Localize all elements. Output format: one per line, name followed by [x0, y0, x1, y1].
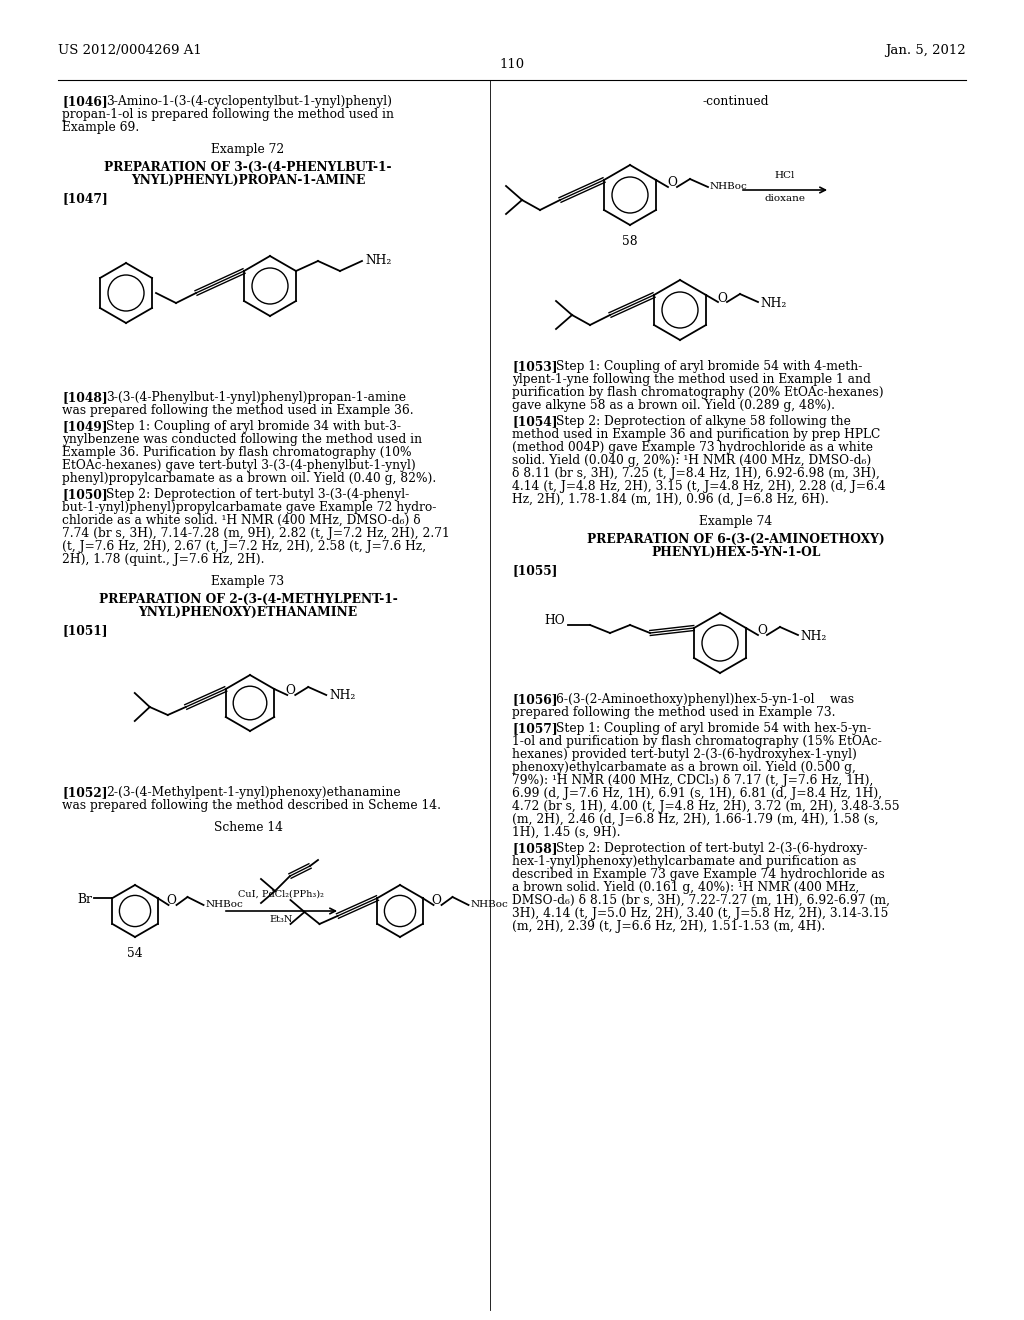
Text: EtOAc-hexanes) gave tert-butyl 3-(3-(4-phenylbut-1-ynyl): EtOAc-hexanes) gave tert-butyl 3-(3-(4-p… [62, 459, 416, 473]
Text: dioxane: dioxane [765, 194, 806, 203]
Text: 1-ol and purification by flash chromatography (15% EtOAc-: 1-ol and purification by flash chromatog… [512, 735, 882, 748]
Text: 4.72 (br s, 1H), 4.00 (t, J=4.8 Hz, 2H), 3.72 (m, 2H), 3.48-3.55: 4.72 (br s, 1H), 4.00 (t, J=4.8 Hz, 2H),… [512, 800, 900, 813]
Text: 54: 54 [127, 946, 142, 960]
Text: 1H), 1.45 (s, 9H).: 1H), 1.45 (s, 9H). [512, 826, 621, 840]
Text: δ 8.11 (br s, 3H), 7.25 (t, J=8.4 Hz, 1H), 6.92-6.98 (m, 3H),: δ 8.11 (br s, 3H), 7.25 (t, J=8.4 Hz, 1H… [512, 467, 880, 480]
Text: propan-1-ol is prepared following the method used in: propan-1-ol is prepared following the me… [62, 108, 394, 121]
Text: a brown solid. Yield (0.161 g, 40%): ¹H NMR (400 MHz,: a brown solid. Yield (0.161 g, 40%): ¹H … [512, 880, 859, 894]
Text: 110: 110 [500, 58, 524, 71]
Text: CuI, PdCl₂(PPh₃)₂: CuI, PdCl₂(PPh₃)₂ [238, 890, 324, 899]
Text: Jan. 5, 2012: Jan. 5, 2012 [886, 44, 966, 57]
Text: Step 2: Deprotection of tert-butyl 3-(3-(4-phenyl-: Step 2: Deprotection of tert-butyl 3-(3-… [106, 488, 410, 502]
Text: prepared following the method used in Example 73.: prepared following the method used in Ex… [512, 706, 836, 719]
Text: O: O [757, 624, 767, 638]
Text: hexanes) provided tert-butyl 2-(3-(6-hydroxyhex-1-ynyl): hexanes) provided tert-butyl 2-(3-(6-hyd… [512, 748, 857, 762]
Text: DMSO-d₆) δ 8.15 (br s, 3H), 7.22-7.27 (m, 1H), 6.92-6.97 (m,: DMSO-d₆) δ 8.15 (br s, 3H), 7.22-7.27 (m… [512, 894, 890, 907]
Text: ylpent-1-yne following the method used in Example 1 and: ylpent-1-yne following the method used i… [512, 374, 870, 385]
Text: [1058]: [1058] [512, 842, 557, 855]
Text: -continued: -continued [702, 95, 769, 108]
Text: (method 004P) gave Example 73 hydrochloride as a white: (method 004P) gave Example 73 hydrochlor… [512, 441, 873, 454]
Text: NHBoc: NHBoc [470, 900, 508, 909]
Text: 7.74 (br s, 3H), 7.14-7.28 (m, 9H), 2.82 (t, J=7.2 Hz, 2H), 2.71: 7.74 (br s, 3H), 7.14-7.28 (m, 9H), 2.82… [62, 527, 450, 540]
Text: PREPARATION OF 3-(3-(4-PHENYLBUT-1-: PREPARATION OF 3-(3-(4-PHENYLBUT-1- [104, 161, 392, 174]
Text: phenyl)propylcarbamate as a brown oil. Yield (0.40 g, 82%).: phenyl)propylcarbamate as a brown oil. Y… [62, 473, 436, 484]
Text: Example 73: Example 73 [211, 576, 285, 587]
Text: Step 2: Deprotection of tert-butyl 2-(3-(6-hydroxy-: Step 2: Deprotection of tert-butyl 2-(3-… [556, 842, 867, 855]
Text: NH₂: NH₂ [365, 253, 391, 267]
Text: O: O [667, 177, 677, 190]
Text: hex-1-ynyl)phenoxy)ethylcarbamate and purification as: hex-1-ynyl)phenoxy)ethylcarbamate and pu… [512, 855, 856, 869]
Text: Scheme 14: Scheme 14 [213, 821, 283, 834]
Text: [1047]: [1047] [62, 191, 108, 205]
Text: solid. Yield (0.040 g, 20%): ¹H NMR (400 MHz, DMSO-d₆): solid. Yield (0.040 g, 20%): ¹H NMR (400… [512, 454, 871, 467]
Text: [1054]: [1054] [512, 414, 557, 428]
Text: YNYL)PHENOXY)ETHANAMINE: YNYL)PHENOXY)ETHANAMINE [138, 606, 357, 619]
Text: [1056]: [1056] [512, 693, 557, 706]
Text: was prepared following the method used in Example 36.: was prepared following the method used i… [62, 404, 414, 417]
Text: Step 1: Coupling of aryl bromide 54 with 4-meth-: Step 1: Coupling of aryl bromide 54 with… [556, 360, 862, 374]
Text: US 2012/0004269 A1: US 2012/0004269 A1 [58, 44, 202, 57]
Text: [1046]: [1046] [62, 95, 108, 108]
Text: 3-Amino-1-(3-(4-cyclopentylbut-1-ynyl)phenyl): 3-Amino-1-(3-(4-cyclopentylbut-1-ynyl)ph… [106, 95, 392, 108]
Text: NHBoc: NHBoc [710, 182, 748, 191]
Text: Et₃N: Et₃N [269, 915, 293, 924]
Text: Br: Br [78, 894, 92, 906]
Text: phenoxy)ethylcarbamate as a brown oil. Yield (0.500 g,: phenoxy)ethylcarbamate as a brown oil. Y… [512, 762, 856, 774]
Text: [1052]: [1052] [62, 785, 108, 799]
Text: [1049]: [1049] [62, 420, 108, 433]
Text: (m, 2H), 2.39 (t, J=6.6 Hz, 2H), 1.51-1.53 (m, 4H).: (m, 2H), 2.39 (t, J=6.6 Hz, 2H), 1.51-1.… [512, 920, 825, 933]
Text: Step 1: Coupling of aryl bromide 34 with but-3-: Step 1: Coupling of aryl bromide 34 with… [106, 420, 401, 433]
Text: [1057]: [1057] [512, 722, 558, 735]
Text: chloride as a white solid. ¹H NMR (400 MHz, DMSO-d₆) δ: chloride as a white solid. ¹H NMR (400 M… [62, 513, 421, 527]
Text: method used in Example 36 and purification by prep HPLC: method used in Example 36 and purificati… [512, 428, 881, 441]
Text: PHENYL)HEX-5-YN-1-OL: PHENYL)HEX-5-YN-1-OL [651, 546, 820, 558]
Text: described in Example 73 gave Example 74 hydrochloride as: described in Example 73 gave Example 74 … [512, 869, 885, 880]
Text: 6-(3-(2-Aminoethoxy)phenyl)hex-5-yn-1-ol    was: 6-(3-(2-Aminoethoxy)phenyl)hex-5-yn-1-ol… [556, 693, 854, 706]
Text: (m, 2H), 2.46 (d, J=6.8 Hz, 2H), 1.66-1.79 (m, 4H), 1.58 (s,: (m, 2H), 2.46 (d, J=6.8 Hz, 2H), 1.66-1.… [512, 813, 879, 826]
Text: 4.14 (t, J=4.8 Hz, 2H), 3.15 (t, J=4.8 Hz, 2H), 2.28 (d, J=6.4: 4.14 (t, J=4.8 Hz, 2H), 3.15 (t, J=4.8 H… [512, 480, 886, 492]
Text: [1050]: [1050] [62, 488, 108, 502]
Text: NH₂: NH₂ [760, 297, 786, 310]
Text: PREPARATION OF 2-(3-(4-METHYLPENT-1-: PREPARATION OF 2-(3-(4-METHYLPENT-1- [98, 593, 397, 606]
Text: NHBoc: NHBoc [206, 900, 244, 909]
Text: Example 36. Purification by flash chromatography (10%: Example 36. Purification by flash chroma… [62, 446, 412, 459]
Text: 3-(3-(4-Phenylbut-1-ynyl)phenyl)propan-1-amine: 3-(3-(4-Phenylbut-1-ynyl)phenyl)propan-1… [106, 391, 406, 404]
Text: 79%): ¹H NMR (400 MHz, CDCl₃) δ 7.17 (t, J=7.6 Hz, 1H),: 79%): ¹H NMR (400 MHz, CDCl₃) δ 7.17 (t,… [512, 774, 873, 787]
Text: HCl: HCl [775, 172, 796, 180]
Text: Step 2: Deprotection of alkyne 58 following the: Step 2: Deprotection of alkyne 58 follow… [556, 414, 851, 428]
Text: gave alkyne 58 as a brown oil. Yield (0.289 g, 48%).: gave alkyne 58 as a brown oil. Yield (0.… [512, 399, 835, 412]
Text: [1053]: [1053] [512, 360, 557, 374]
Text: ynylbenzene was conducted following the method used in: ynylbenzene was conducted following the … [62, 433, 422, 446]
Text: O: O [431, 895, 441, 908]
Text: O: O [717, 292, 727, 305]
Text: NH₂: NH₂ [330, 689, 355, 702]
Text: but-1-ynyl)phenyl)propylcarbamate gave Example 72 hydro-: but-1-ynyl)phenyl)propylcarbamate gave E… [62, 502, 436, 513]
Text: O: O [167, 895, 176, 908]
Text: O: O [286, 685, 295, 697]
Text: NH₂: NH₂ [800, 630, 826, 643]
Text: Example 74: Example 74 [699, 515, 773, 528]
Text: Example 69.: Example 69. [62, 121, 139, 135]
Text: Hz, 2H), 1.78-1.84 (m, 1H), 0.96 (d, J=6.8 Hz, 6H).: Hz, 2H), 1.78-1.84 (m, 1H), 0.96 (d, J=6… [512, 492, 828, 506]
Text: (t, J=7.6 Hz, 2H), 2.67 (t, J=7.2 Hz, 2H), 2.58 (t, J=7.6 Hz,: (t, J=7.6 Hz, 2H), 2.67 (t, J=7.2 Hz, 2H… [62, 540, 426, 553]
Text: PREPARATION OF 6-(3-(2-AMINOETHOXY): PREPARATION OF 6-(3-(2-AMINOETHOXY) [587, 533, 885, 546]
Text: 58: 58 [623, 235, 638, 248]
Text: [1051]: [1051] [62, 624, 108, 638]
Text: [1055]: [1055] [512, 564, 557, 577]
Text: 3H), 4.14 (t, J=5.0 Hz, 2H), 3.40 (t, J=5.8 Hz, 2H), 3.14-3.15: 3H), 4.14 (t, J=5.0 Hz, 2H), 3.40 (t, J=… [512, 907, 889, 920]
Text: 6.99 (d, J=7.6 Hz, 1H), 6.91 (s, 1H), 6.81 (d, J=8.4 Hz, 1H),: 6.99 (d, J=7.6 Hz, 1H), 6.91 (s, 1H), 6.… [512, 787, 882, 800]
Text: Example 72: Example 72 [211, 143, 285, 156]
Text: 2H), 1.78 (quint., J=7.6 Hz, 2H).: 2H), 1.78 (quint., J=7.6 Hz, 2H). [62, 553, 264, 566]
Text: was prepared following the method described in Scheme 14.: was prepared following the method descri… [62, 799, 441, 812]
Text: purification by flash chromatography (20% EtOAc-hexanes): purification by flash chromatography (20… [512, 385, 884, 399]
Text: Step 1: Coupling of aryl bromide 54 with hex-5-yn-: Step 1: Coupling of aryl bromide 54 with… [556, 722, 871, 735]
Text: [1048]: [1048] [62, 391, 108, 404]
Text: 2-(3-(4-Methylpent-1-ynyl)phenoxy)ethanamine: 2-(3-(4-Methylpent-1-ynyl)phenoxy)ethana… [106, 785, 400, 799]
Text: HO: HO [545, 615, 565, 627]
Text: YNYL)PHENYL)PROPAN-1-AMINE: YNYL)PHENYL)PROPAN-1-AMINE [131, 174, 366, 187]
